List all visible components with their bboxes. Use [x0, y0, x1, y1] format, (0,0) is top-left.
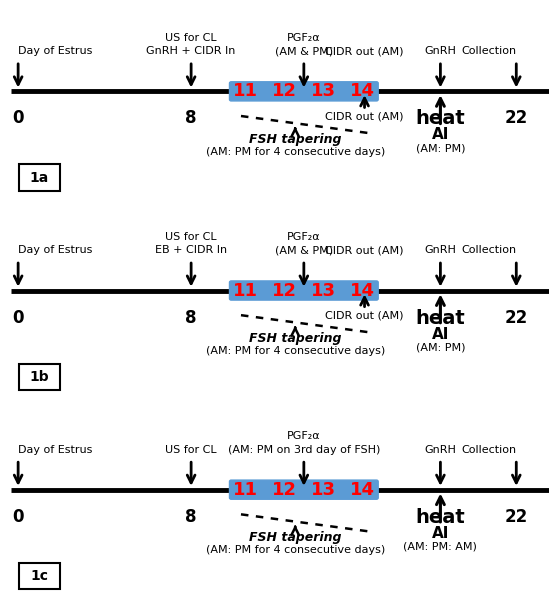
Text: 11: 11	[233, 82, 258, 100]
Text: AI: AI	[432, 526, 449, 541]
Text: 8: 8	[185, 308, 197, 326]
Text: 8: 8	[185, 508, 197, 526]
FancyBboxPatch shape	[19, 563, 60, 589]
Text: 12: 12	[272, 481, 297, 499]
Text: GnRH: GnRH	[424, 445, 456, 455]
Text: 12: 12	[272, 82, 297, 100]
FancyBboxPatch shape	[19, 164, 60, 191]
Text: heat: heat	[416, 508, 465, 527]
Text: Collection: Collection	[461, 445, 516, 455]
Text: 22: 22	[505, 308, 528, 326]
Text: (AM: PM for 4 consecutive days): (AM: PM for 4 consecutive days)	[206, 147, 385, 157]
Text: 22: 22	[505, 508, 528, 526]
Text: Day of Estrus: Day of Estrus	[18, 46, 92, 56]
Text: 12: 12	[272, 281, 297, 299]
Text: US for CL: US for CL	[165, 445, 217, 455]
Text: 14: 14	[350, 281, 375, 299]
Text: PGF₂α: PGF₂α	[287, 32, 321, 43]
Text: US for CL: US for CL	[165, 32, 217, 43]
Text: EB + CIDR In: EB + CIDR In	[155, 245, 227, 256]
Text: heat: heat	[416, 109, 465, 128]
Text: FSH tapering: FSH tapering	[249, 332, 342, 345]
Text: 1c: 1c	[30, 569, 48, 583]
Text: GnRH: GnRH	[424, 245, 456, 256]
Text: FSH tapering: FSH tapering	[249, 531, 342, 544]
Text: PGF₂α: PGF₂α	[287, 232, 321, 242]
Text: 11: 11	[233, 481, 258, 499]
Text: Collection: Collection	[461, 245, 516, 256]
Text: 13: 13	[311, 481, 336, 499]
Text: 0: 0	[12, 109, 24, 127]
Text: 0: 0	[12, 508, 24, 526]
Text: 13: 13	[311, 281, 336, 299]
Text: 11: 11	[233, 281, 258, 299]
Text: FSH tapering: FSH tapering	[249, 133, 342, 146]
Text: CIDR out (AM): CIDR out (AM)	[325, 111, 404, 121]
Text: PGF₂α: PGF₂α	[287, 431, 321, 441]
Text: (AM: PM for 4 consecutive days): (AM: PM for 4 consecutive days)	[206, 346, 385, 356]
Text: (AM: PM: AM): (AM: PM: AM)	[403, 542, 477, 552]
Text: (AM: PM): (AM: PM)	[416, 343, 465, 353]
Text: Day of Estrus: Day of Estrus	[18, 245, 92, 256]
FancyBboxPatch shape	[230, 480, 378, 499]
Text: 14: 14	[350, 481, 375, 499]
Text: CIDR out (AM): CIDR out (AM)	[325, 46, 404, 56]
Text: (AM: PM for 4 consecutive days): (AM: PM for 4 consecutive days)	[206, 545, 385, 555]
Text: 8: 8	[185, 109, 197, 127]
Text: US for CL: US for CL	[165, 232, 217, 242]
Text: CIDR out (AM): CIDR out (AM)	[325, 245, 404, 256]
Text: (AM & PM): (AM & PM)	[275, 46, 333, 56]
FancyBboxPatch shape	[230, 82, 378, 101]
Text: Collection: Collection	[461, 46, 516, 56]
Text: 0: 0	[12, 308, 24, 326]
Text: (AM: PM on 3rd day of FSH): (AM: PM on 3rd day of FSH)	[228, 445, 380, 455]
Text: CIDR out (AM): CIDR out (AM)	[325, 310, 404, 320]
Text: 1a: 1a	[30, 170, 49, 185]
Text: Day of Estrus: Day of Estrus	[18, 445, 92, 455]
Text: GnRH: GnRH	[424, 46, 456, 56]
Text: AI: AI	[432, 326, 449, 341]
Text: (AM & PM): (AM & PM)	[275, 245, 333, 256]
Text: 1b: 1b	[30, 370, 49, 384]
Text: AI: AI	[432, 127, 449, 142]
Text: GnRH + CIDR In: GnRH + CIDR In	[146, 46, 236, 56]
Text: (AM: PM): (AM: PM)	[416, 143, 465, 154]
Text: 14: 14	[350, 82, 375, 100]
Text: heat: heat	[416, 308, 465, 328]
FancyBboxPatch shape	[230, 281, 378, 300]
Text: 13: 13	[311, 82, 336, 100]
FancyBboxPatch shape	[19, 364, 60, 390]
Text: 22: 22	[505, 109, 528, 127]
